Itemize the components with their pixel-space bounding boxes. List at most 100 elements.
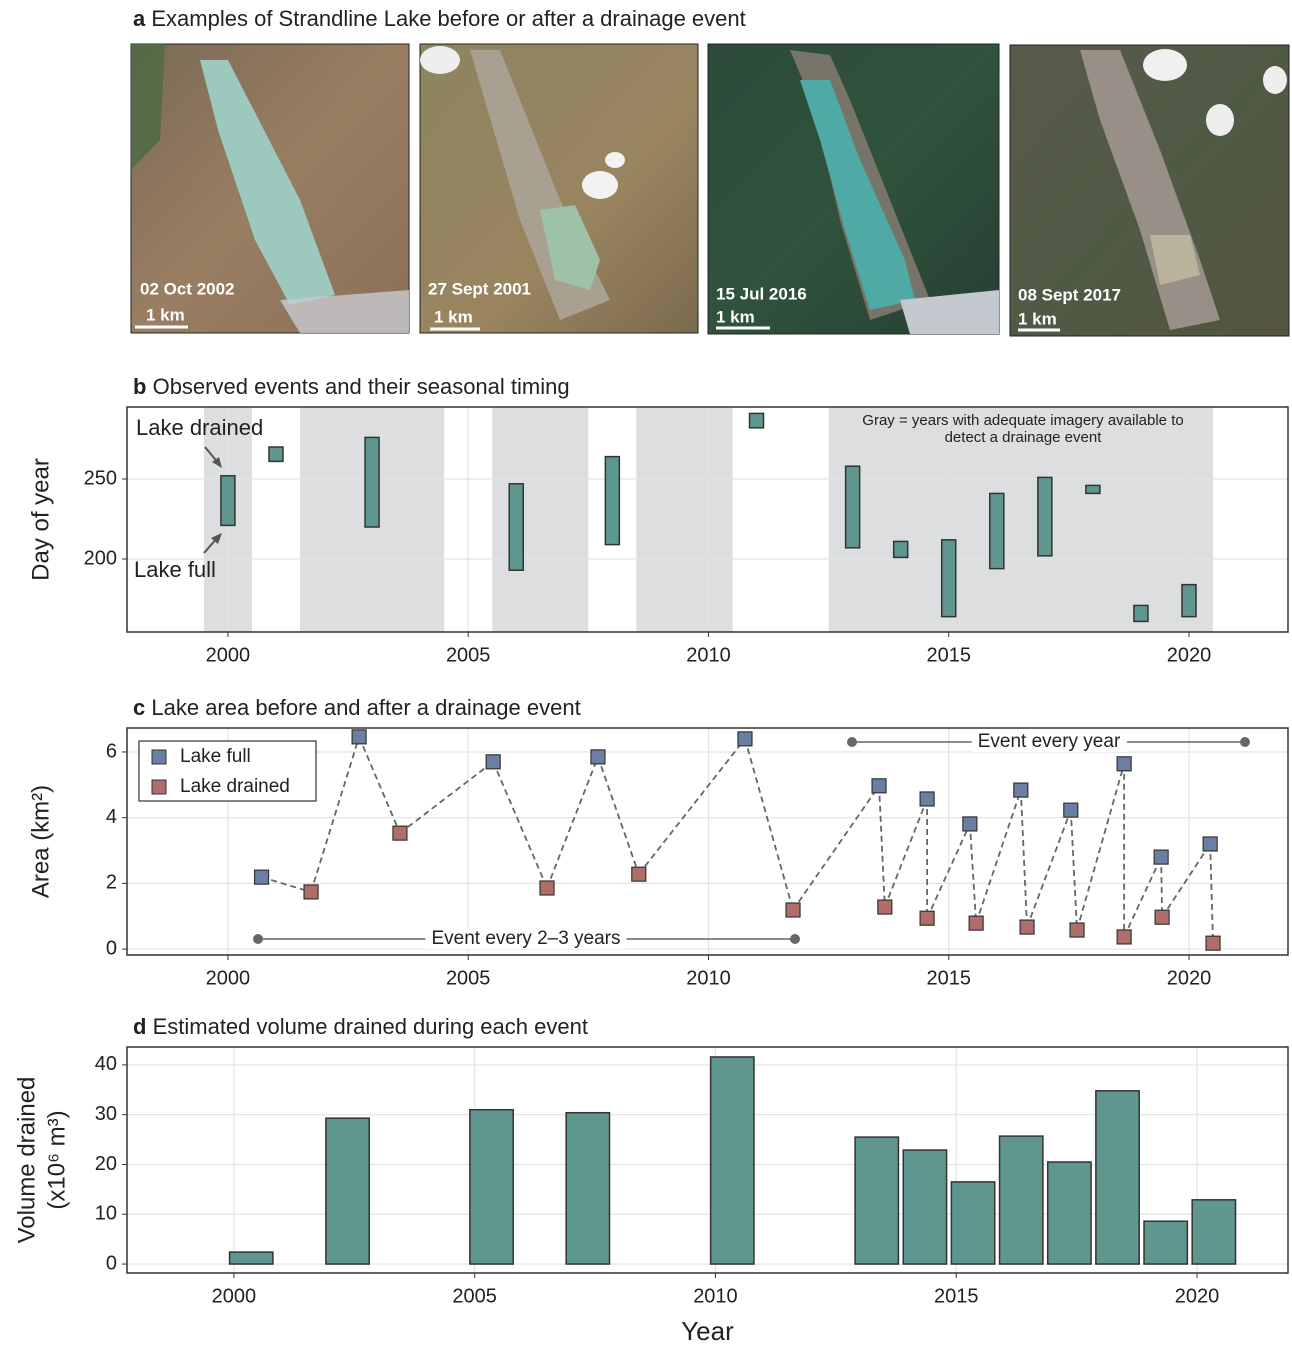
panel-title: a Examples of Strandline Lake before or … — [133, 6, 746, 31]
panel-title-text: Lake area before and after a drainage ev… — [151, 695, 580, 720]
annotation-note: detect a drainage event — [945, 429, 1103, 446]
bar — [1048, 1162, 1091, 1264]
x-tick-label: 2000 — [206, 967, 251, 989]
y-tick-label: 2 — [106, 872, 117, 894]
legend-swatch — [152, 750, 166, 764]
scale-label: 1 km — [1018, 309, 1057, 328]
panel-letter: b — [133, 374, 146, 399]
x-tick-label: 2015 — [926, 967, 971, 989]
marker — [878, 900, 892, 914]
image-date: 02 Oct 2002 — [140, 279, 235, 298]
x-tick-label: 2020 — [1167, 967, 1212, 989]
x-tick-label: 2010 — [686, 967, 731, 989]
range-bar — [846, 466, 860, 548]
y-axis-label: (x10⁶ m³) — [43, 1110, 70, 1209]
x-tick-label: 2000 — [206, 644, 251, 666]
panel-letter: a — [133, 6, 146, 31]
range-bar — [221, 476, 235, 526]
annotation-dot — [847, 737, 857, 747]
y-tick-label: 0 — [106, 1252, 117, 1274]
y-tick-label: 200 — [84, 547, 117, 569]
bar — [1000, 1136, 1043, 1264]
image-date: 08 Sept 2017 — [1018, 285, 1121, 304]
bar — [1192, 1200, 1235, 1264]
marker — [1154, 850, 1168, 864]
annotation-dot — [253, 934, 263, 944]
annotation-dot — [790, 934, 800, 944]
image-date: 15 Jul 2016 — [716, 284, 807, 303]
range-bar — [1038, 477, 1052, 555]
marker — [969, 916, 983, 930]
bar — [230, 1252, 273, 1264]
shaded-span — [636, 407, 732, 632]
y-tick-label: 20 — [95, 1153, 117, 1175]
marker — [786, 903, 800, 917]
x-tick-label: 2005 — [452, 1285, 497, 1307]
range-bar — [269, 447, 283, 461]
marker — [393, 826, 407, 840]
range-bar — [750, 413, 764, 427]
range-bar — [509, 484, 523, 570]
scale-label: 1 km — [146, 305, 185, 324]
annotation: Lake drained — [136, 415, 263, 440]
panel-title-text: Examples of Strandline Lake before or af… — [151, 6, 745, 31]
shaded-span — [492, 407, 588, 632]
bar — [1144, 1221, 1187, 1264]
legend-label: Lake drained — [180, 776, 290, 797]
x-tick-label: 2005 — [446, 644, 491, 666]
figure: a Examples of Strandline Lake before or … — [0, 0, 1292, 1347]
bar — [855, 1137, 898, 1264]
x-tick-label: 2000 — [212, 1285, 257, 1307]
range-bar — [1182, 585, 1196, 617]
marker — [920, 911, 934, 925]
bar — [566, 1113, 609, 1264]
bar — [903, 1150, 946, 1264]
y-axis-label: Day of year — [27, 458, 54, 581]
marker — [352, 730, 366, 744]
y-tick-label: 250 — [84, 467, 117, 489]
panel-title: b Observed events and their seasonal tim… — [133, 374, 570, 399]
panel-letter: c — [133, 695, 145, 720]
annotation-note: Gray = years with adequate imagery avail… — [862, 412, 1183, 429]
marker — [632, 867, 646, 881]
marker — [540, 881, 554, 895]
annotation: Event every 2–3 years — [431, 928, 620, 949]
marker — [1070, 923, 1084, 937]
satellite-image: 27 Sept 2001 1 km — [420, 44, 698, 333]
y-axis-label: Volume drained — [13, 1077, 40, 1244]
satellite-image: 08 Sept 2017 1 km — [1010, 45, 1289, 336]
bar — [1096, 1091, 1139, 1264]
marker — [255, 870, 269, 884]
range-bar — [894, 541, 908, 557]
y-tick-label: 0 — [106, 937, 117, 959]
bar — [470, 1110, 513, 1264]
y-axis-label: Area (km²) — [27, 785, 54, 898]
panel-letter: d — [133, 1014, 146, 1039]
y-tick-label: 10 — [95, 1203, 117, 1225]
x-tick-label: 2010 — [693, 1285, 738, 1307]
annotation-dot — [1240, 737, 1250, 747]
annotation: Lake full — [134, 557, 216, 582]
range-bar — [1086, 485, 1100, 493]
scale-label: 1 km — [716, 307, 755, 326]
y-tick-label: 40 — [95, 1053, 117, 1075]
satellite-image: 02 Oct 2002 1 km — [131, 44, 409, 333]
y-tick-label: 4 — [106, 806, 117, 828]
marker — [920, 792, 934, 806]
y-tick-label: 30 — [95, 1103, 117, 1125]
x-tick-label: 2020 — [1167, 644, 1212, 666]
marker — [1203, 837, 1217, 851]
bar — [951, 1182, 994, 1264]
marker — [304, 885, 318, 899]
marker — [872, 779, 886, 793]
annotation: Event every year — [978, 731, 1121, 752]
marker — [963, 817, 977, 831]
marker — [486, 755, 500, 769]
x-tick-label: 2020 — [1175, 1285, 1220, 1307]
x-tick-label: 2005 — [446, 967, 491, 989]
range-bar — [605, 457, 619, 545]
scale-label: 1 km — [434, 307, 473, 326]
x-tick-label: 2010 — [686, 644, 731, 666]
marker — [1155, 910, 1169, 924]
marker — [591, 750, 605, 764]
